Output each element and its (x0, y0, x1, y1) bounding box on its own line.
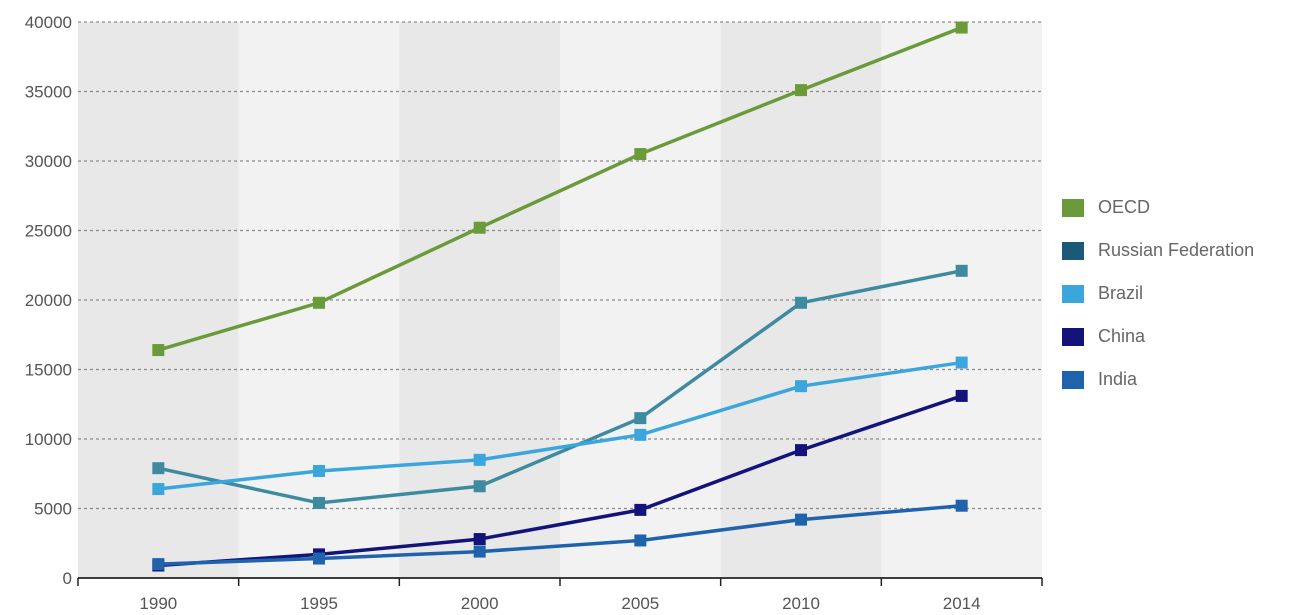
data-point (795, 444, 807, 457)
y-tick-label: 35000 (25, 83, 72, 102)
legend-label: Brazil (1098, 283, 1144, 303)
data-point (634, 534, 647, 547)
legend-swatch (1062, 284, 1084, 303)
data-point (634, 412, 647, 425)
legend-item: Russian Federation (1062, 229, 1254, 272)
legend-item: India (1062, 358, 1254, 401)
x-tick-label: 1990 (139, 594, 177, 613)
data-point (955, 499, 968, 512)
data-point (795, 296, 807, 309)
data-point (473, 533, 486, 546)
axes (77, 577, 1043, 586)
series-lines (157, 25, 963, 568)
data-point (152, 462, 165, 475)
x-tick-label: 2000 (461, 594, 499, 613)
data-point (955, 389, 968, 402)
data-point (473, 221, 486, 234)
data-point (955, 264, 968, 277)
y-tick-label: 5000 (34, 500, 72, 519)
y-tick-label: 15000 (25, 361, 72, 380)
legend-label: India (1098, 369, 1138, 389)
data-point (634, 428, 647, 441)
series-line (158, 503, 962, 566)
data-point (313, 296, 325, 309)
x-tick-labels: 1990 1995 2000 2005 2010 2014 (139, 594, 980, 613)
series-line (157, 25, 963, 352)
data-point (795, 380, 807, 393)
background-band (560, 22, 721, 578)
data-point (152, 483, 165, 496)
x-tick-label: 1995 (300, 594, 338, 613)
legend-item: OECD (1062, 186, 1254, 229)
series-line (158, 360, 962, 491)
x-tick-label: 2005 (621, 594, 659, 613)
data-point (955, 356, 968, 369)
data-point (473, 480, 486, 493)
legend-label: China (1098, 326, 1146, 346)
legend-label: Russian Federation (1098, 240, 1255, 260)
y-tick-label: 25000 (25, 222, 72, 241)
y-tick-label: 40000 (25, 13, 72, 32)
x-tick-label: 2010 (782, 594, 820, 613)
series-line (157, 269, 963, 505)
data-point (634, 503, 647, 516)
data-point (473, 545, 486, 558)
data-point (795, 513, 807, 526)
data-point (313, 464, 325, 477)
x-tick-label: 2014 (943, 594, 981, 613)
series-markers (152, 21, 968, 572)
data-point (313, 552, 325, 565)
data-point (795, 84, 807, 97)
y-tick-label: 10000 (25, 430, 72, 449)
legend-swatch (1062, 327, 1084, 346)
data-point (473, 453, 486, 466)
legend-label: OECD (1098, 197, 1151, 217)
y-tick-label: 0 (63, 569, 72, 588)
series-line (158, 394, 963, 568)
y-tick-labels: 0 5000 10000 15000 20000 25000 30000 35000 40000 (25, 13, 72, 588)
legend-swatch (1062, 370, 1084, 389)
data-point (152, 344, 165, 357)
legend: OECD Russian Federation Brazil China India (1062, 186, 1254, 401)
y-tick-label: 20000 (25, 291, 72, 310)
legend-swatch (1062, 198, 1084, 217)
y-tick-label: 30000 (25, 152, 72, 171)
data-point (634, 148, 647, 161)
legend-item: China (1062, 315, 1254, 358)
legend-item: Brazil (1062, 272, 1254, 315)
data-point (955, 21, 968, 34)
data-point (313, 496, 325, 509)
legend-swatch (1062, 241, 1084, 260)
gridlines (78, 21, 1042, 510)
data-point (152, 558, 165, 571)
